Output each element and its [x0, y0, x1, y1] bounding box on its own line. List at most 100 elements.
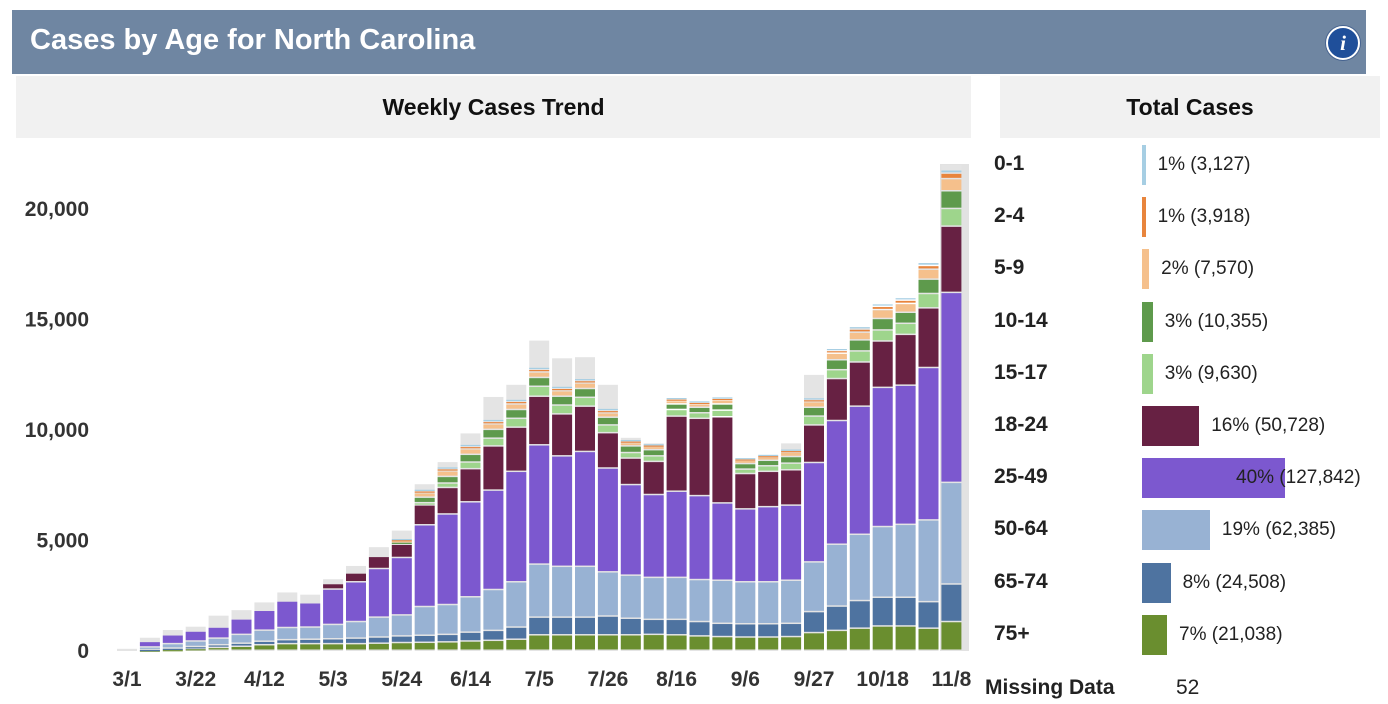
week-bar[interactable]: [185, 626, 206, 651]
bar-segment-5-9: [872, 310, 893, 318]
bar-segment-25-49: [483, 490, 504, 589]
bar-segment-18-24: [941, 226, 962, 292]
bar-segment-5-9: [758, 457, 779, 460]
week-bar[interactable]: [781, 443, 802, 651]
week-bar[interactable]: [666, 398, 687, 651]
bar-segment-75+: [941, 622, 962, 650]
bar-segment-75+: [552, 635, 573, 650]
week-bar[interactable]: [575, 357, 595, 651]
week-bar[interactable]: [254, 602, 275, 651]
age-group-row: 25-49 40% (127,842): [994, 458, 1384, 499]
bar-segment-15-17: [460, 462, 481, 468]
x-tick-label: 7/5: [525, 668, 555, 691]
week-bar[interactable]: [735, 458, 756, 651]
bar-segment-65-74: [300, 639, 321, 643]
bar-segment-65-74: [643, 620, 664, 634]
bar-segment-65-74: [391, 636, 412, 642]
bar-segment-0-1: [895, 298, 916, 300]
age-group-row: 5-9 2% (7,570): [994, 249, 1384, 290]
week-bar[interactable]: [552, 358, 573, 651]
week-bar[interactable]: [597, 384, 618, 651]
bar-segment-75+: [162, 650, 183, 652]
age-group-bar: [1142, 249, 1150, 290]
bar-segment-65-74: [483, 631, 504, 640]
bar-segment-18-24: [483, 446, 504, 490]
bar-segment-10-14: [712, 404, 733, 410]
bar-segment-75+: [849, 628, 870, 650]
week-bar[interactable]: [117, 648, 137, 651]
bar-total-background: [117, 648, 137, 651]
week-bar[interactable]: [300, 594, 321, 651]
bar-segment-25-49: [368, 569, 389, 617]
bar-segment-18-24: [552, 414, 573, 456]
bar-segment-0-1: [620, 440, 641, 442]
bar-segment-15-17: [483, 438, 504, 446]
week-bar[interactable]: [712, 397, 733, 651]
week-bar[interactable]: [872, 304, 893, 651]
info-icon[interactable]: i: [1326, 26, 1360, 60]
bar-segment-0-1: [849, 327, 870, 329]
bar-segment-65-74: [460, 632, 481, 641]
bar-segment-0-1: [437, 467, 458, 469]
week-bar[interactable]: [437, 462, 458, 651]
week-bar[interactable]: [826, 349, 847, 651]
week-bar[interactable]: [460, 433, 481, 651]
bar-segment-75+: [712, 637, 733, 650]
bar-segment-25-49: [460, 502, 481, 597]
bar-segment-25-49: [529, 445, 550, 564]
age-group-value: 1% (3,918): [1157, 206, 1251, 228]
bar-segment-0-1: [414, 489, 435, 491]
bar-segment-50-64: [643, 578, 664, 619]
bar-segment-10-14: [941, 191, 962, 208]
y-tick-label: 5,000: [36, 530, 89, 553]
week-bar[interactable]: [529, 340, 550, 651]
bar-segment-65-74: [895, 597, 916, 626]
week-bar[interactable]: [139, 637, 160, 652]
week-bar[interactable]: [231, 610, 252, 651]
week-bar[interactable]: [414, 484, 435, 651]
week-bar[interactable]: [620, 437, 641, 651]
week-bar[interactable]: [346, 565, 366, 651]
age-group-label: 10-14: [994, 308, 1048, 332]
week-bar[interactable]: [643, 443, 664, 651]
bar-segment-2-4: [460, 447, 481, 449]
bar-segment-25-49: [139, 642, 160, 647]
age-group-row: 0-1 1% (3,127): [994, 145, 1384, 185]
x-tick-label: 5/24: [381, 668, 422, 691]
week-bar[interactable]: [323, 579, 344, 651]
bar-segment-15-17: [597, 425, 618, 432]
x-tick-label: 6/14: [450, 668, 491, 691]
week-bar[interactable]: [758, 454, 779, 651]
bar-segment-75+: [277, 644, 298, 650]
bar-segment-15-17: [575, 398, 595, 406]
week-bar[interactable]: [506, 384, 527, 651]
bar-segment-50-64: [758, 582, 779, 623]
bar-segment-2-4: [666, 399, 687, 401]
bar-segment-0-1: [643, 444, 664, 446]
bar-segment-50-64: [781, 580, 802, 623]
bar-segment-65-74: [849, 601, 870, 628]
week-bar[interactable]: [483, 396, 504, 651]
week-bar[interactable]: [941, 165, 962, 651]
week-bar[interactable]: [804, 374, 824, 651]
week-bar[interactable]: [277, 592, 298, 651]
bar-segment-15-17: [712, 410, 733, 416]
bar-segment-15-17: [849, 351, 870, 362]
week-bar[interactable]: [895, 298, 916, 651]
bar-segment-18-24: [689, 419, 710, 495]
week-bar[interactable]: [368, 547, 389, 651]
bar-segment-75+: [826, 631, 847, 650]
week-bar[interactable]: [391, 530, 412, 651]
bar-segment-50-64: [735, 582, 756, 623]
week-bar[interactable]: [689, 401, 710, 651]
bar-segment-0-1: [712, 397, 733, 399]
bar-segment-75+: [300, 644, 321, 650]
week-bar[interactable]: [849, 327, 870, 651]
age-group-value: 1% (3,127): [1157, 154, 1251, 175]
bar-segment-50-64: [231, 635, 252, 643]
week-bar[interactable]: [918, 263, 939, 651]
week-bar[interactable]: [208, 615, 229, 651]
bar-segment-50-64: [254, 630, 275, 641]
week-bar[interactable]: [162, 630, 183, 652]
bar-segment-5-9: [735, 461, 756, 463]
